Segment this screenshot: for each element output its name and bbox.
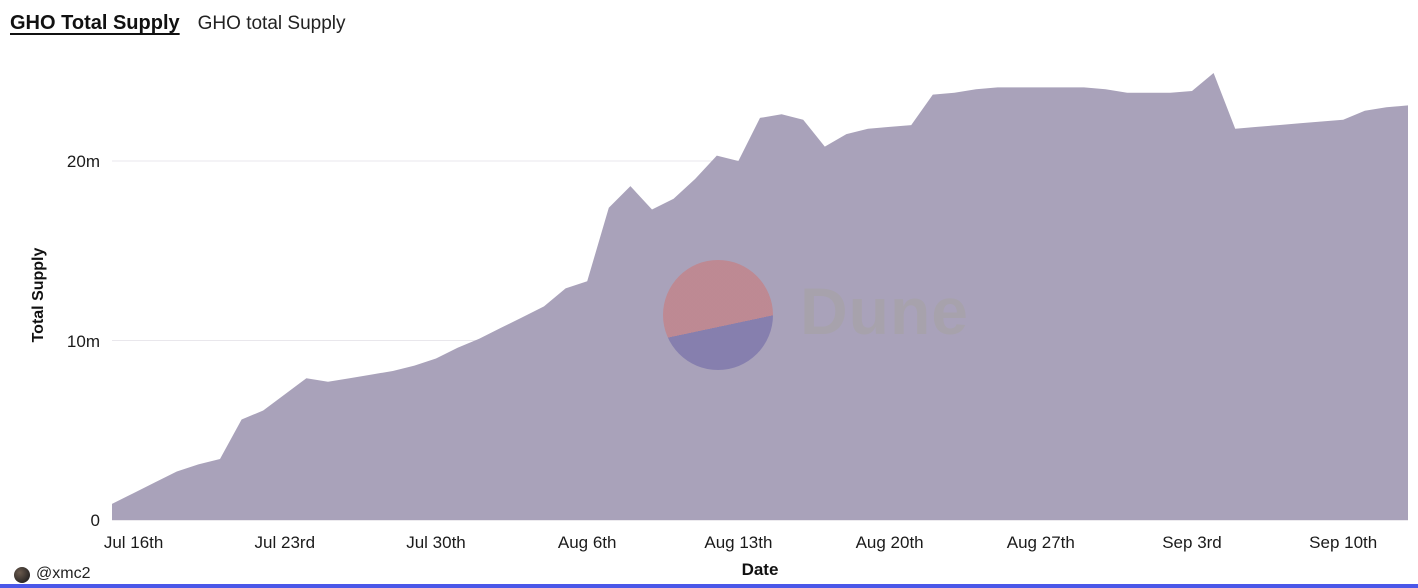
x-tick-aug-6th: Aug 6th — [557, 533, 617, 552]
chart-title-link[interactable]: GHO Total Supply — [10, 12, 180, 34]
y-tick-10m: 10m — [66, 331, 100, 351]
x-axis-label: Date — [741, 560, 779, 579]
x-tick-jul-30th: Jul 30th — [406, 533, 466, 552]
x-tick-jul-23rd: Jul 23rd — [254, 533, 316, 552]
dune-watermark-text: Dune — [800, 273, 969, 348]
y-tick-20m: 20m — [66, 152, 100, 171]
header: GHO Total Supply GHO total Supply — [10, 12, 345, 35]
dune-logo-icon — [663, 260, 773, 370]
bottom-accent-bar — [0, 584, 1418, 588]
x-tick-aug-13th: Aug 13th — [704, 533, 773, 552]
x-tick-sep-10th: Sep 10th — [1309, 533, 1378, 552]
x-tick-sep-3rd: Sep 3rd — [1162, 533, 1222, 552]
author-handle[interactable]: @xmc2 — [36, 565, 91, 582]
y-axis-label: Total Supply — [30, 247, 47, 343]
x-tick-aug-27th: Aug 27th — [1006, 533, 1075, 552]
y-tick-0: 0 — [90, 511, 100, 530]
author-avatar — [14, 567, 30, 583]
x-tick-aug-20th: Aug 20th — [855, 533, 924, 552]
chart-subtitle: GHO total Supply — [197, 13, 346, 34]
x-tick-jul-16th: Jul 16th — [103, 533, 164, 552]
